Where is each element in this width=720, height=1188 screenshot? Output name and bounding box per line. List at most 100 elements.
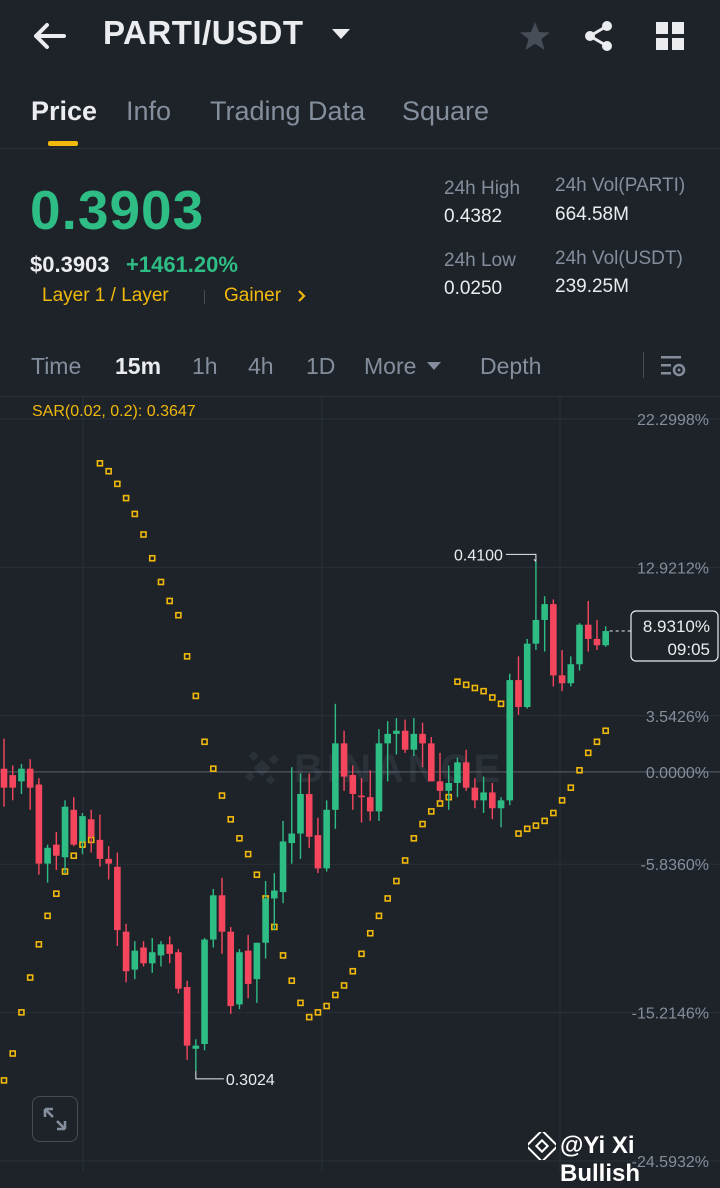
candle-body (593, 638, 601, 646)
sar-dot (515, 830, 522, 837)
candle (558, 650, 566, 692)
candle (9, 765, 17, 801)
candle-body (349, 775, 357, 795)
sar-dot (532, 822, 540, 829)
candle-body (35, 784, 43, 864)
tf-1h[interactable]: 1h (192, 353, 218, 379)
candle-body (44, 847, 51, 864)
candle-body (393, 730, 400, 734)
candle (53, 831, 60, 870)
fullscreen-button[interactable] (32, 1096, 78, 1142)
candle-body (480, 792, 487, 801)
candlestick-chart[interactable]: BINANCE 22.2998% 12.9212% 3.5426% 0.0000% -5… (0, 397, 720, 1171)
candle (462, 749, 470, 791)
sar-dot (454, 678, 461, 685)
tf-divider (643, 352, 644, 378)
candle-body (26, 768, 34, 788)
sar-dot (593, 738, 601, 746)
sar-dot (340, 982, 348, 989)
y-axis-label: -24.5932% (632, 1154, 709, 1171)
sar-dot (471, 684, 479, 692)
sar-dot (114, 480, 121, 488)
candle (366, 770, 374, 821)
candle-body (166, 944, 173, 954)
divider (0, 396, 720, 397)
y-axis-label: 3.5426% (646, 709, 709, 726)
candle-body (410, 733, 418, 750)
candle-body (602, 631, 609, 646)
candle-body (201, 939, 208, 1045)
candle-body (288, 833, 296, 844)
sar-dot (393, 877, 400, 885)
sar-dot (44, 912, 51, 920)
tf-1d[interactable]: 1D (306, 353, 336, 379)
pair-title[interactable]: PARTI/USDT (103, 14, 304, 51)
tag-gainer[interactable]: Gainer (224, 285, 282, 306)
candle-body (279, 841, 287, 893)
sar-dot (401, 857, 409, 864)
candle-body (53, 844, 60, 856)
candle (209, 888, 217, 948)
sar-dot (419, 820, 426, 828)
candle (236, 949, 243, 1010)
candle-body (9, 775, 17, 788)
tab-price[interactable]: Price (31, 96, 98, 126)
top-bar: PARTI/USDT (0, 0, 720, 75)
share-icon[interactable] (581, 18, 617, 54)
candle-body (105, 858, 112, 864)
sar-dot (53, 890, 60, 897)
sar-dot (462, 681, 470, 689)
candle (253, 942, 261, 1003)
tab-trading-data[interactable]: Trading Data (210, 96, 366, 126)
tf-more[interactable]: More (364, 353, 417, 379)
binance-square-logo-icon (528, 1132, 556, 1160)
tf-depth[interactable]: Depth (480, 353, 542, 379)
chevron-right-icon[interactable] (296, 289, 308, 303)
sar-dot (236, 835, 243, 842)
candle-body (262, 898, 269, 943)
tag-layer[interactable]: Layer 1 / Layer (42, 285, 169, 306)
sar-dot (584, 749, 592, 757)
sar-dot (9, 1050, 17, 1057)
back-arrow-icon[interactable] (30, 18, 70, 54)
low-label: 24h Low (444, 250, 516, 271)
candle (314, 817, 322, 874)
sar-dot (183, 653, 191, 660)
active-tab-indicator (48, 141, 78, 146)
sar-dot (384, 895, 391, 902)
pair-dropdown-icon[interactable] (332, 29, 350, 39)
chart-settings-icon[interactable] (659, 353, 687, 379)
tf-time[interactable]: Time (31, 353, 82, 379)
candle (550, 599, 557, 687)
candle (288, 767, 296, 864)
sar-dot (297, 999, 304, 1007)
tf-15m[interactable]: 15m (115, 353, 162, 379)
candle (523, 638, 531, 709)
candle (436, 752, 444, 801)
favorite-star-icon[interactable] (517, 18, 553, 54)
sar-dot (558, 797, 566, 804)
candle-body (419, 733, 426, 744)
candle (471, 778, 479, 809)
tag-divider (204, 290, 205, 304)
sar-dot (157, 578, 165, 586)
sar-dot (410, 835, 418, 842)
candle-body (192, 1045, 200, 1049)
candle-body (209, 895, 217, 940)
tab-info[interactable]: Info (126, 96, 172, 126)
grid-menu-icon[interactable] (652, 18, 688, 54)
candle (26, 759, 34, 810)
tf-4h[interactable]: 4h (248, 353, 274, 379)
candle-body (140, 947, 147, 964)
sar-dot (35, 941, 43, 948)
candle (506, 673, 514, 806)
candle (454, 757, 461, 798)
candle-body (70, 809, 78, 845)
sar-dot (489, 694, 496, 701)
sar-dot (305, 1013, 313, 1021)
y-axis-label: 12.9212% (637, 560, 709, 577)
candle (166, 936, 173, 964)
sar-dot (576, 766, 583, 774)
tab-square[interactable]: Square (402, 96, 490, 126)
more-dropdown-icon[interactable] (427, 362, 441, 370)
